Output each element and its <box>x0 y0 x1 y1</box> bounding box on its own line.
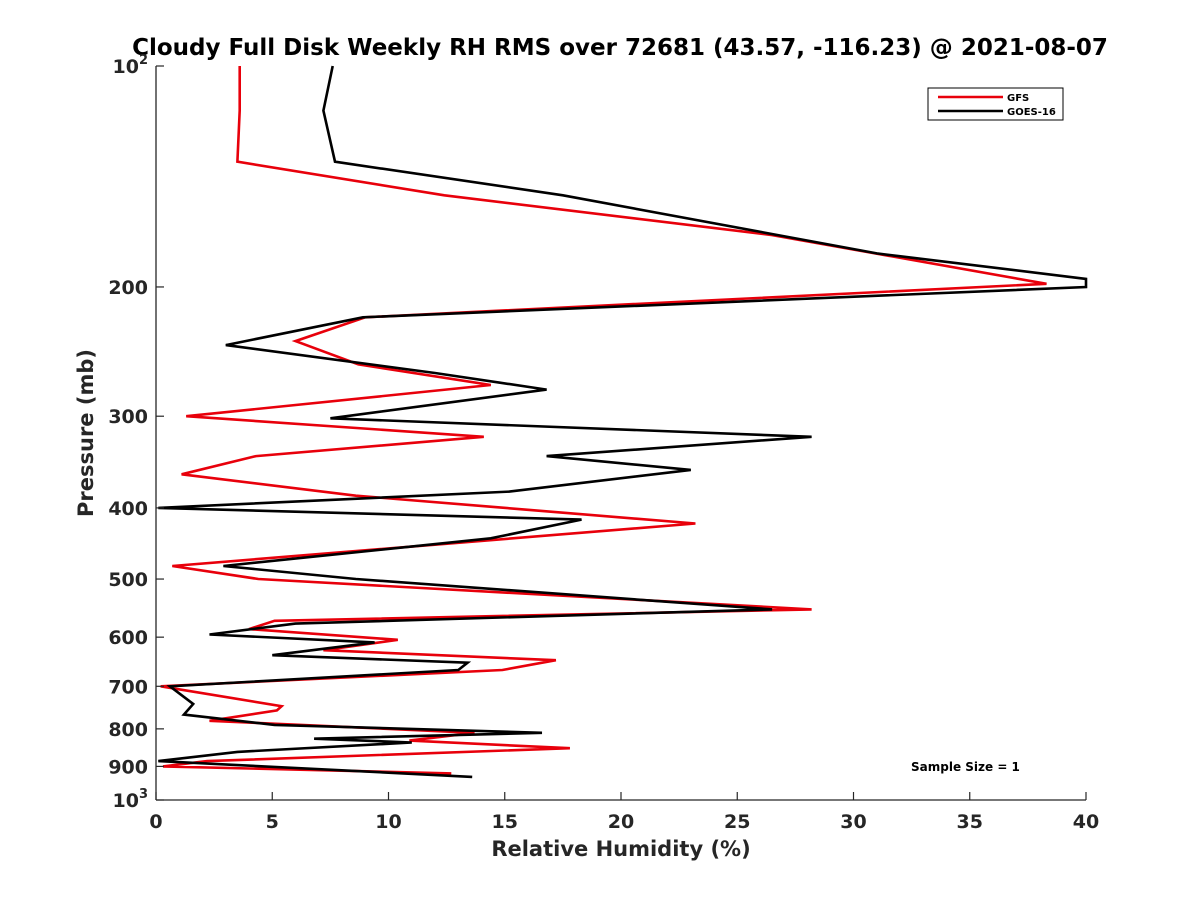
x-tick-label: 15 <box>492 811 518 833</box>
x-tick-label: 40 <box>1073 811 1099 833</box>
x-tick-label: 0 <box>149 811 162 833</box>
y-tick-label: 300 <box>108 406 148 428</box>
y-tick-label: 103 <box>113 787 149 812</box>
plot-area <box>155 66 1086 801</box>
x-tick-label: 10 <box>375 811 401 833</box>
legend-label-gfs: GFS <box>1007 93 1029 104</box>
series-line-goes16 <box>158 65 1088 779</box>
y-tick-label: 900 <box>108 756 148 778</box>
y-tick-label: 800 <box>108 719 148 741</box>
y-tick-label: 700 <box>108 676 148 698</box>
x-tick-label: 20 <box>608 811 634 833</box>
x-tick-label: 35 <box>957 811 983 833</box>
x-tick-label: 30 <box>840 811 866 833</box>
legend: GFS GOES-16 <box>927 87 1064 121</box>
x-axis-label: Relative Humidity (%) <box>491 837 750 861</box>
y-tick-label: 500 <box>108 569 148 591</box>
series-line-gfs <box>160 66 1047 775</box>
sample-size-annotation: Sample Size = 1 <box>911 760 1020 774</box>
y-tick-label: 600 <box>108 627 148 649</box>
series-layer <box>158 65 1088 779</box>
chart-title: Cloudy Full Disk Weekly RH RMS over 7268… <box>132 35 1108 61</box>
x-tick-label: 25 <box>724 811 750 833</box>
y-tick-label: 200 <box>108 277 148 299</box>
legend-box <box>927 87 1064 121</box>
y-axis-label: Pressure (mb) <box>74 349 98 517</box>
y-tick-label: 102 <box>113 53 149 78</box>
y-tick-label: 400 <box>108 498 148 520</box>
x-axis-ticks: 0 5 10 15 20 25 30 35 40 <box>149 792 1099 833</box>
legend-label-goes16: GOES-16 <box>1007 107 1056 118</box>
x-tick-label: 5 <box>266 811 279 833</box>
y-axis-ticks: 102 200 300 400 500 600 700 800 900 103 <box>108 53 164 812</box>
